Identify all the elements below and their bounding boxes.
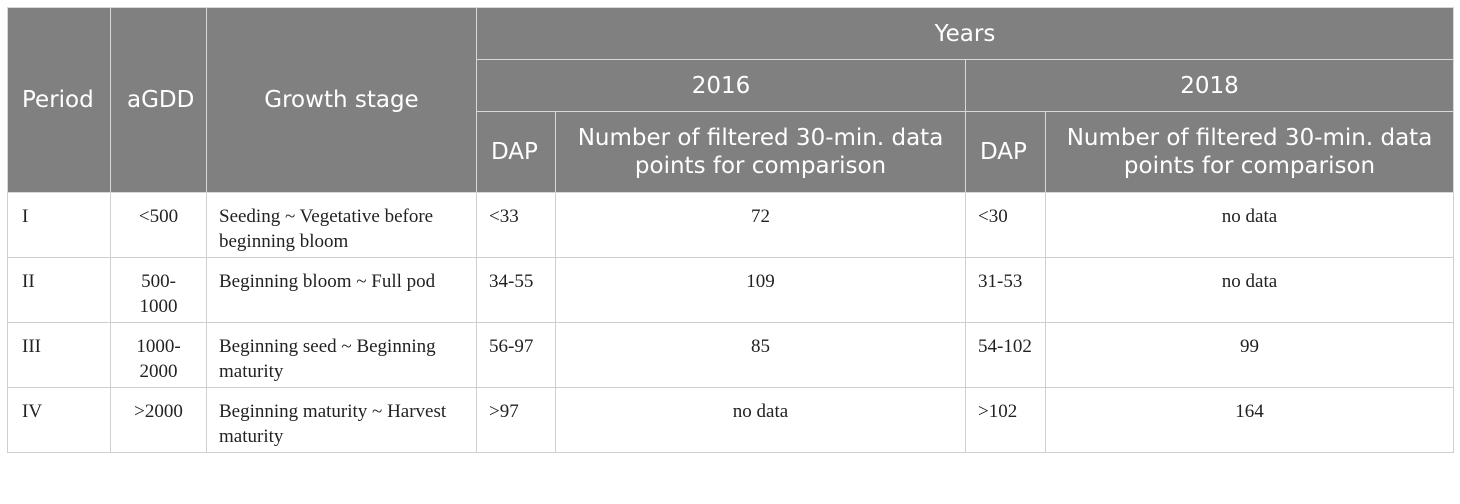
header-dap-2018: DAP: [965, 111, 1046, 193]
header-year-2018: 2018: [965, 59, 1454, 112]
data-table-container: Period aGDD Growth stage Years 2016 2018…: [7, 7, 1454, 453]
table-row: I <500 Seeding ~ Vegetative before begin…: [7, 192, 1454, 258]
header-year-2016: 2016: [476, 59, 966, 112]
header-growth-stage: Growth stage: [206, 7, 477, 193]
cell-points-2018: no data: [1045, 192, 1454, 258]
cell-growth-stage: Seeding ~ Vegetative before beginning bl…: [206, 192, 477, 258]
cell-growth-stage: Beginning maturity ~ Harvest maturity: [206, 387, 477, 453]
cell-period: III: [7, 322, 111, 388]
cell-points-2018: 99: [1045, 322, 1454, 388]
table-row: III 1000-2000 Beginning seed ~ Beginning…: [7, 322, 1454, 388]
cell-period: IV: [7, 387, 111, 453]
cell-growth-stage: Beginning bloom ~ Full pod: [206, 257, 477, 323]
cell-points-2016: 85: [555, 322, 966, 388]
cell-agdd: 500-1000: [110, 257, 207, 323]
cell-dap-2018: <30: [965, 192, 1046, 258]
cell-points-2016: 72: [555, 192, 966, 258]
cell-dap-2016: 34-55: [476, 257, 556, 323]
cell-period: II: [7, 257, 111, 323]
cell-agdd: <500: [110, 192, 207, 258]
header-points-2018: Number of filtered 30-min. data points f…: [1045, 111, 1454, 193]
cell-agdd: 1000-2000: [110, 322, 207, 388]
cell-dap-2018: >102: [965, 387, 1046, 453]
growth-period-table: Period aGDD Growth stage Years 2016 2018…: [7, 7, 1454, 453]
cell-growth-stage: Beginning seed ~ Beginning maturity: [206, 322, 477, 388]
header-period: Period: [7, 7, 111, 193]
cell-points-2016: 109: [555, 257, 966, 323]
cell-period: I: [7, 192, 111, 258]
header-dap-2016: DAP: [476, 111, 556, 193]
cell-points-2018: no data: [1045, 257, 1454, 323]
table-row: II 500-1000 Beginning bloom ~ Full pod 3…: [7, 257, 1454, 323]
cell-dap-2016: <33: [476, 192, 556, 258]
cell-dap-2016: 56-97: [476, 322, 556, 388]
table-row: IV >2000 Beginning maturity ~ Harvest ma…: [7, 387, 1454, 453]
cell-points-2018: 164: [1045, 387, 1454, 453]
header-agdd: aGDD: [110, 7, 207, 193]
cell-agdd: >2000: [110, 387, 207, 453]
cell-dap-2016: >97: [476, 387, 556, 453]
cell-points-2016: no data: [555, 387, 966, 453]
header-points-2016: Number of filtered 30-min. data points f…: [555, 111, 966, 193]
cell-dap-2018: 54-102: [965, 322, 1046, 388]
cell-dap-2018: 31-53: [965, 257, 1046, 323]
header-years: Years: [476, 7, 1454, 60]
